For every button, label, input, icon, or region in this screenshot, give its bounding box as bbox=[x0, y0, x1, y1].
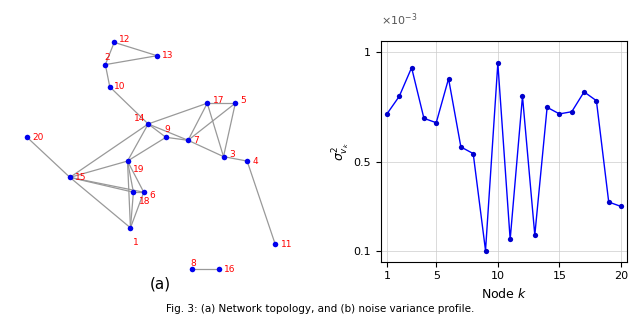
Text: 1: 1 bbox=[133, 237, 139, 247]
Text: 11: 11 bbox=[280, 240, 292, 249]
Text: 3: 3 bbox=[229, 150, 235, 159]
Text: 15: 15 bbox=[76, 173, 87, 182]
X-axis label: Node $k$: Node $k$ bbox=[481, 287, 527, 301]
Text: 10: 10 bbox=[114, 82, 125, 91]
Text: 17: 17 bbox=[212, 96, 224, 105]
Text: 18: 18 bbox=[139, 197, 150, 206]
Text: 9: 9 bbox=[164, 126, 170, 134]
Text: 13: 13 bbox=[163, 51, 174, 60]
Text: (a): (a) bbox=[149, 277, 171, 292]
Text: 7: 7 bbox=[193, 136, 199, 145]
Text: 14: 14 bbox=[134, 113, 145, 123]
Text: 19: 19 bbox=[133, 165, 145, 174]
Text: 20: 20 bbox=[33, 133, 44, 142]
Text: 4: 4 bbox=[252, 157, 258, 165]
Text: 2: 2 bbox=[104, 53, 109, 62]
Text: 5: 5 bbox=[241, 96, 246, 105]
Text: 12: 12 bbox=[118, 35, 130, 44]
Y-axis label: $\sigma^2_{v_k}$: $\sigma^2_{v_k}$ bbox=[330, 142, 352, 161]
Text: $\times10^{-3}$: $\times10^{-3}$ bbox=[381, 11, 417, 28]
Text: 8: 8 bbox=[190, 259, 196, 268]
Text: 6: 6 bbox=[149, 191, 155, 200]
Text: 16: 16 bbox=[225, 265, 236, 274]
Text: Fig. 3: (a) Network topology, and (b) noise variance profile.: Fig. 3: (a) Network topology, and (b) no… bbox=[166, 304, 474, 314]
